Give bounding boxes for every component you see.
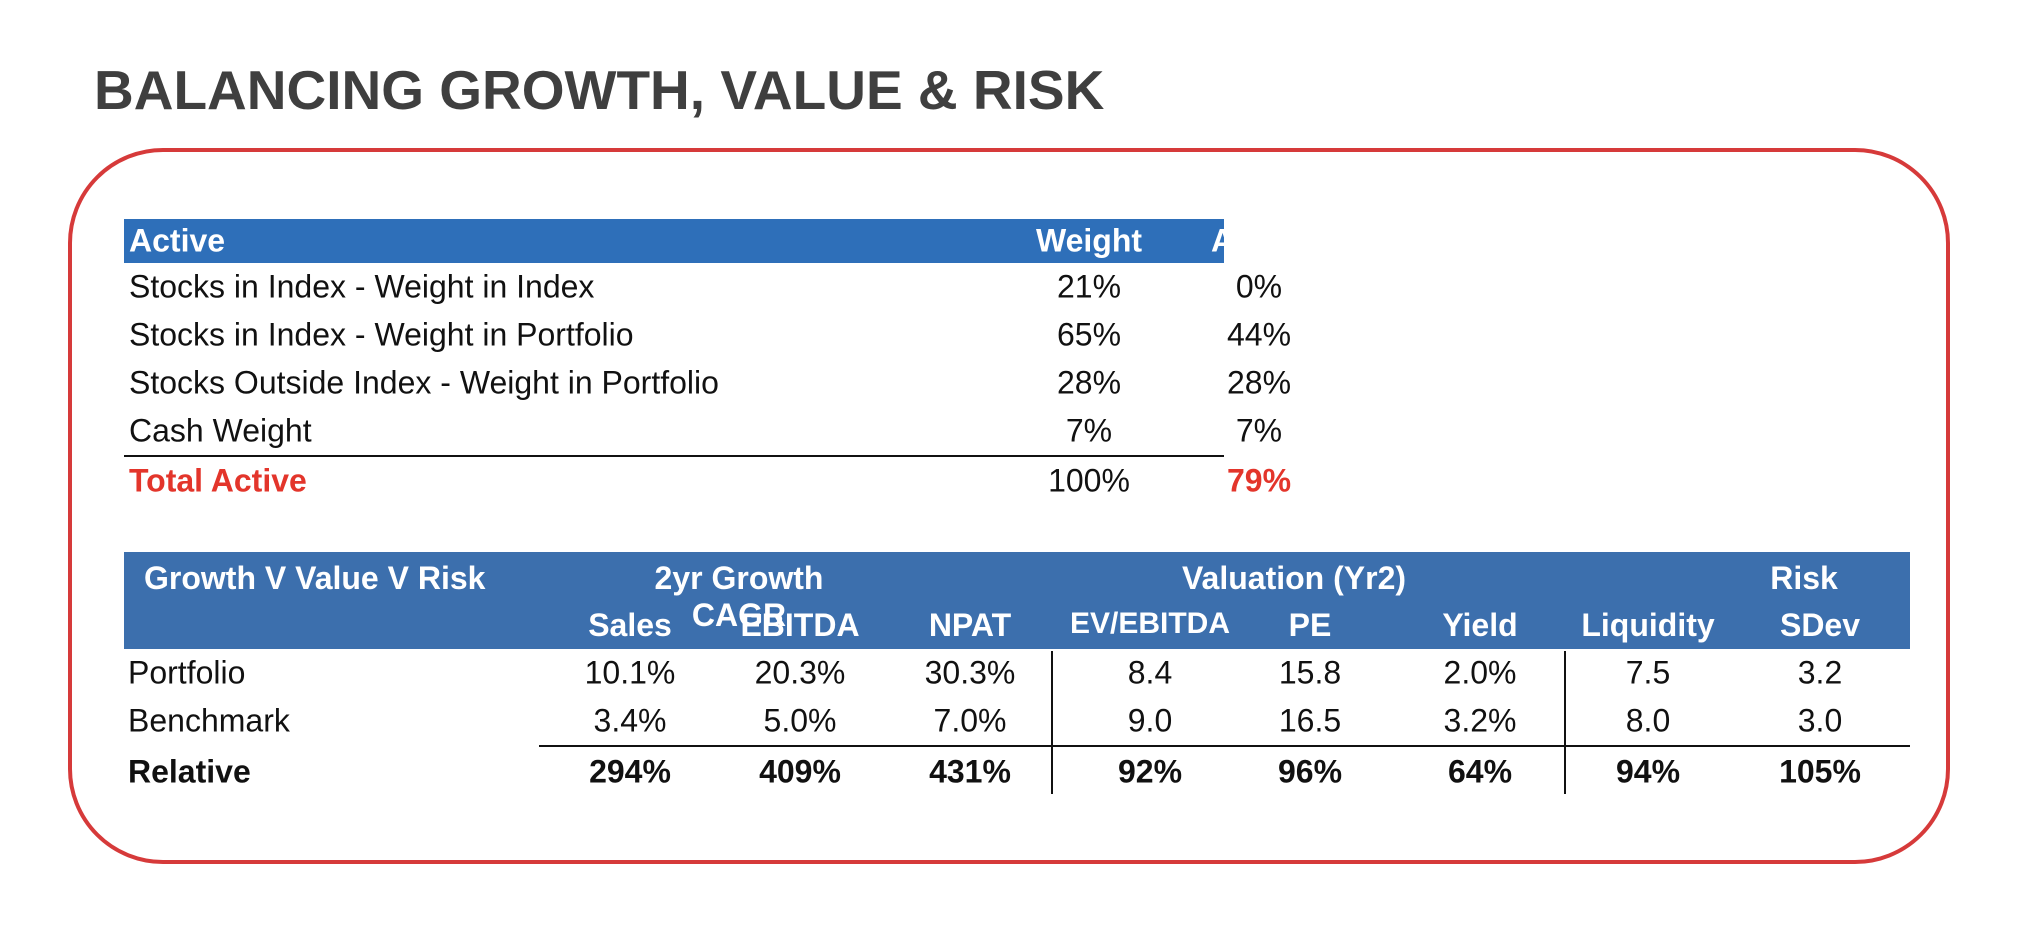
cell: 3.2%	[1443, 702, 1517, 739]
col-ev-ebitda: EV/EBITDA	[1069, 607, 1231, 640]
total-weight: 100%	[1048, 462, 1130, 498]
cell: 2.0%	[1443, 654, 1517, 691]
active-table-header: Active Weight Active	[124, 219, 1307, 263]
group-growth: 2yr Growth CAGR	[654, 560, 824, 633]
cell: 8.0	[1625, 702, 1671, 739]
cell: 3.0	[1797, 702, 1843, 739]
row-weight: 21%	[1056, 268, 1122, 305]
total-active: 79%	[1226, 462, 1292, 498]
cell: 431%	[929, 753, 1011, 790]
growth-table-title: Growth V Value V Risk	[144, 560, 486, 596]
row-label: Cash Weight	[129, 412, 312, 449]
cell: 94%	[1615, 753, 1681, 790]
row-active: 0%	[1235, 268, 1283, 305]
col-yield: Yield	[1442, 607, 1518, 643]
header-active-col: Active	[1210, 222, 1308, 259]
table-row: Portfolio 10.1% 20.3% 30.3% 8.4 15.8 2.0…	[124, 649, 1910, 697]
cell: 16.5	[1278, 702, 1342, 739]
cell: 7.0%	[933, 702, 1007, 739]
row-active: 44%	[1226, 316, 1292, 353]
table-row: Stocks Outside Index - Weight in Portfol…	[124, 359, 1291, 407]
row-weight: 7%	[1065, 412, 1113, 449]
row-label: Stocks Outside Index - Weight in Portfol…	[129, 364, 719, 401]
group-valuation: Valuation (Yr2)	[1181, 560, 1407, 596]
cell: 409%	[759, 753, 841, 790]
group-risk: Risk	[1770, 560, 1838, 596]
column-divider	[1564, 651, 1566, 794]
cell: 8.4	[1127, 654, 1173, 691]
cell: 105%	[1779, 753, 1861, 790]
table-row: Stocks in Index - Weight in Index 21% 0%	[124, 263, 1282, 311]
col-npat: NPAT	[928, 607, 1012, 643]
row-active: 28%	[1226, 364, 1292, 401]
col-sales: Sales	[588, 607, 672, 643]
cell: 20.3%	[754, 654, 846, 691]
column-divider	[1051, 651, 1053, 794]
row-label: Stocks in Index - Weight in Index	[129, 268, 595, 305]
cell: 5.0%	[763, 702, 837, 739]
table-row: Benchmark 3.4% 5.0% 7.0% 9.0 16.5 3.2% 8…	[124, 697, 1910, 745]
content-frame	[68, 148, 1950, 864]
col-sdev: SDev	[1779, 607, 1861, 643]
header-weight: Weight	[1035, 222, 1143, 259]
total-label: Total Active	[129, 462, 307, 498]
col-pe: PE	[1288, 607, 1332, 643]
col-ebitda: EBITDA	[740, 607, 860, 643]
table-row: Stocks in Index - Weight in Portfolio 65…	[124, 311, 1291, 359]
divider	[539, 745, 1910, 747]
growth-value-risk-table: Growth V Value V Risk 2yr Growth CAGR Va…	[124, 552, 1910, 799]
row-weight: 65%	[1056, 316, 1122, 353]
cell: 7.5	[1625, 654, 1671, 691]
cell: 30.3%	[924, 654, 1016, 691]
total-row: Total Active 100% 79%	[124, 455, 1291, 504]
page-title: BALANCING GROWTH, VALUE & RISK	[94, 59, 1105, 121]
relative-row: Relative 294% 409% 431% 92% 96% 64% 94% …	[124, 745, 1910, 799]
cell: 96%	[1277, 753, 1343, 790]
row-active: 7%	[1235, 412, 1283, 449]
col-liquidity: Liquidity	[1581, 607, 1715, 643]
row-label: Benchmark	[128, 702, 290, 739]
cell: 9.0	[1127, 702, 1173, 739]
header-active: Active	[129, 222, 226, 259]
cell: 15.8	[1278, 654, 1342, 691]
cell: 294%	[589, 753, 671, 790]
cell: 92%	[1117, 753, 1183, 790]
relative-label: Relative	[128, 753, 251, 790]
cell: 10.1%	[584, 654, 676, 691]
active-table: Active Weight Active Stocks in Index - W…	[124, 219, 1307, 504]
row-label: Stocks in Index - Weight in Portfolio	[129, 316, 634, 353]
cell: 3.4%	[593, 702, 667, 739]
growth-table-header: Growth V Value V Risk 2yr Growth CAGR Va…	[124, 552, 1910, 649]
row-label: Portfolio	[128, 654, 246, 691]
row-weight: 28%	[1056, 364, 1122, 401]
cell: 64%	[1447, 753, 1513, 790]
table-row: Cash Weight 7% 7%	[124, 407, 1282, 455]
cell: 3.2	[1797, 654, 1843, 691]
